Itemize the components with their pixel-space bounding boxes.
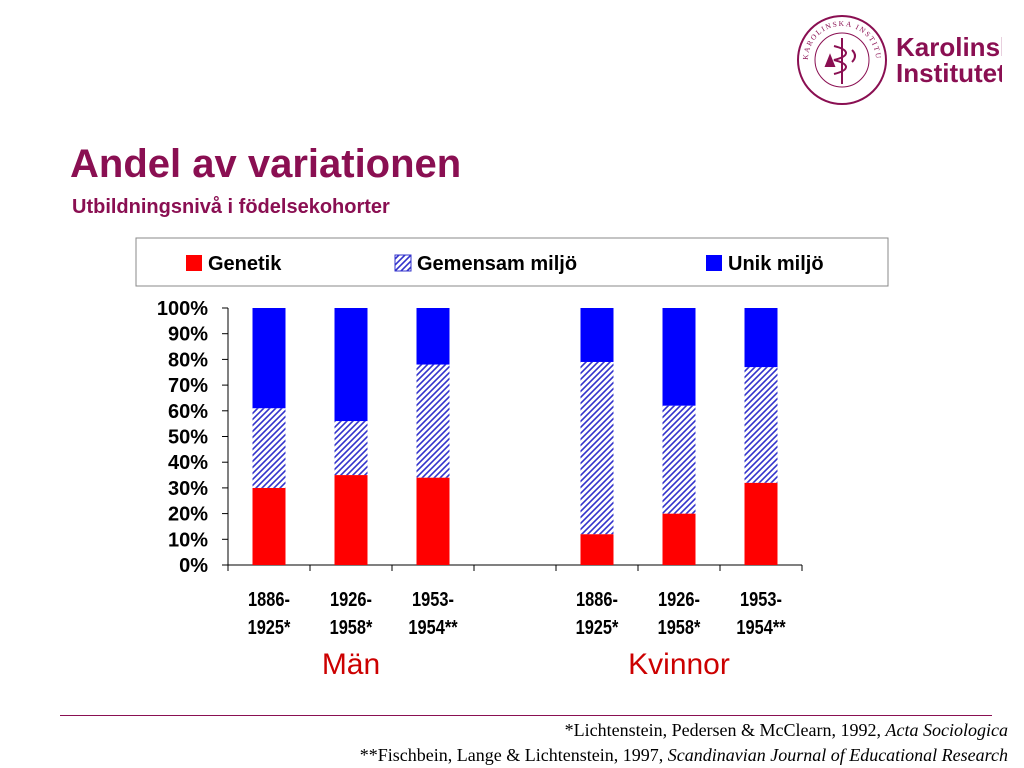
y-tick-label: 70% — [168, 375, 208, 397]
bar-segment — [662, 513, 696, 565]
x-tick-label: 1953-1954** — [736, 587, 786, 638]
karolinska-logo: KAROLINSKA INSTITUTET ANNO 1810 Karolins… — [796, 14, 1002, 105]
bar-segment — [662, 405, 696, 514]
y-tick-label: 10% — [168, 529, 208, 551]
bar-segment — [580, 308, 614, 362]
y-tick-label: 20% — [168, 504, 208, 526]
y-tick-label: 0% — [179, 555, 208, 577]
footnote-1: *Lichtenstein, Pedersen & McClearn, 1992… — [565, 720, 1008, 741]
x-tick-label: 1886-1925* — [576, 587, 620, 638]
bar-segment — [744, 482, 778, 565]
legend-swatch — [186, 255, 202, 271]
footnote-divider — [60, 715, 992, 716]
bar-segment — [744, 367, 778, 483]
footnote-2-authors: **Fischbein, Lange & Lichtenstein, 1997, — [359, 745, 668, 765]
bar-segment — [334, 421, 368, 476]
bar-segment — [580, 361, 614, 535]
bar-segment — [662, 308, 696, 406]
x-tick-label: 1926-1958* — [330, 587, 374, 638]
logo-name-line2: Institutet — [896, 58, 1002, 88]
bar-segment — [334, 308, 368, 422]
bar-segment — [580, 534, 614, 565]
seal-staff-icon — [824, 38, 856, 84]
bar-segment — [252, 308, 286, 409]
seal-outer-ring-icon — [797, 15, 887, 105]
footnote-2: **Fischbein, Lange & Lichtenstein, 1997,… — [360, 745, 1008, 766]
legend: Genetik Gemensam miljö Unik miljö — [186, 253, 824, 275]
y-tick-label: 50% — [168, 427, 208, 449]
x-axis-labels: 1886-1925* 1926-1958* 1953-1954** 1886-1925… — [248, 587, 787, 681]
y-tick-label: 40% — [168, 452, 208, 474]
group-label: Män — [322, 648, 380, 681]
bar-segment — [416, 364, 450, 478]
footnote-1-journal: Acta Sociologica — [885, 720, 1008, 740]
y-tick-label: 60% — [168, 401, 208, 423]
y-tick-label: 100% — [157, 298, 208, 320]
legend-label: Genetik — [208, 253, 282, 275]
bar-segment — [744, 308, 778, 368]
chart-bars — [252, 308, 778, 565]
y-tick-label: 30% — [168, 478, 208, 500]
bar-segment — [416, 477, 450, 565]
seal-inner-ring-icon — [814, 32, 870, 88]
slide-subtitle: Utbildningsnivå i födelsekohorter — [72, 196, 390, 218]
legend-swatch — [706, 255, 722, 271]
legend-box — [135, 237, 889, 287]
x-tick-label: 1886-1925* — [248, 587, 292, 638]
footnote-2-journal: Scandinavian Journal of Educational Rese… — [667, 745, 1008, 765]
legend-swatch — [394, 254, 412, 272]
bar-segment — [334, 475, 368, 565]
legend-label: Gemensam miljö — [417, 253, 577, 275]
x-tick-label: 1926-1958* — [658, 587, 702, 638]
x-tick-label: 1953-1954** — [408, 587, 458, 638]
y-tick-label: 80% — [168, 349, 208, 371]
bar-segment — [252, 487, 286, 565]
group-label: Kvinnor — [628, 648, 730, 681]
chart-axes: 0% 10% 20% 30% 40% 50% 60% 70% 80% 90% 100% — [157, 298, 803, 577]
bar-segment — [252, 408, 286, 488]
legend-label: Unik miljö — [728, 253, 824, 275]
bar-segment — [416, 308, 450, 365]
footnote-1-authors: *Lichtenstein, Pedersen & McClearn, 1992… — [564, 720, 886, 740]
y-tick-label: 90% — [168, 324, 208, 346]
slide-title: Andel av variationen — [70, 142, 462, 186]
logo-name-line1: Karolinska — [896, 32, 1002, 62]
